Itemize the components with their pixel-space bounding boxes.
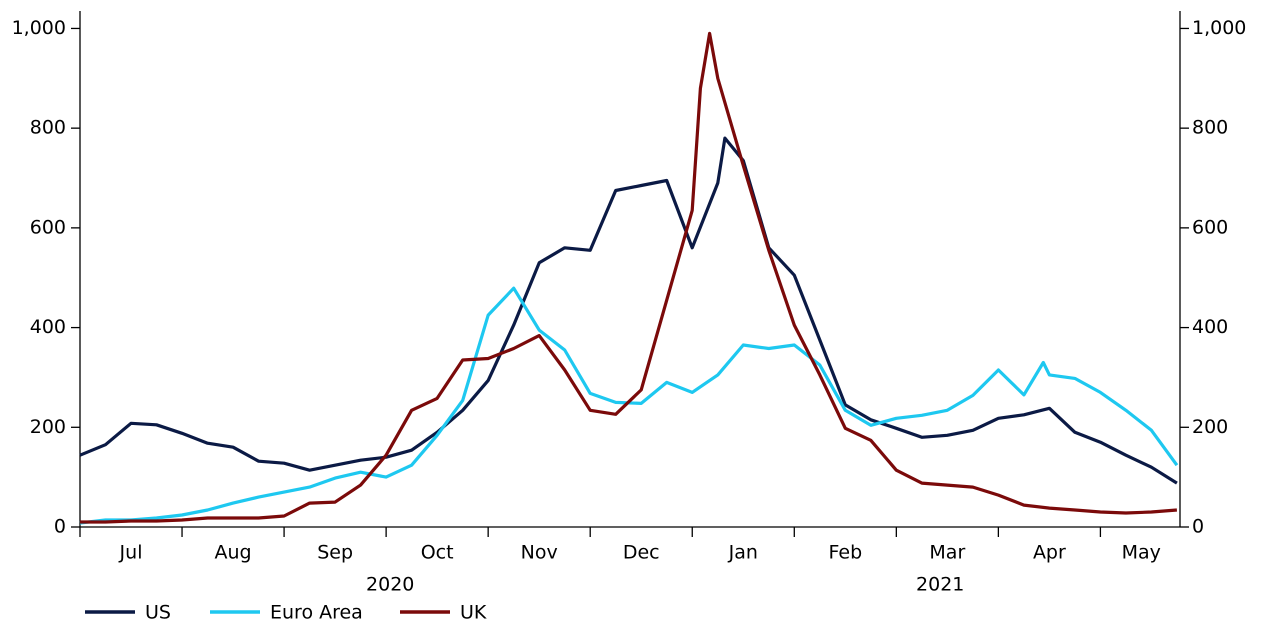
x-tick-label: Apr <box>1033 542 1066 564</box>
x-tick-label: Jan <box>728 542 758 564</box>
y-tick-label: 0 <box>54 516 66 538</box>
series-line <box>79 136 1178 485</box>
legend-label: Euro Area <box>270 602 363 624</box>
y2-tick-label: 0 <box>1192 516 1204 538</box>
year-label: 2021 <box>916 574 964 596</box>
x-tick-label: May <box>1122 542 1161 564</box>
x-tick-label: Jul <box>119 542 143 564</box>
series-line <box>79 286 1179 525</box>
y-tick-label: 800 <box>30 117 66 139</box>
x-tick-label: Dec <box>623 542 660 564</box>
x-tick-label: Aug <box>215 542 252 564</box>
y-tick-label: 400 <box>30 316 66 338</box>
series-line <box>80 31 1178 524</box>
y2-tick-label: 200 <box>1192 416 1228 438</box>
legend-label: US <box>145 602 171 624</box>
x-tick-label: Mar <box>929 542 965 564</box>
y-tick-label: 600 <box>30 216 66 238</box>
year-label: 2020 <box>366 574 414 596</box>
x-tick-label: Nov <box>521 542 558 564</box>
y2-tick-label: 400 <box>1192 316 1228 338</box>
y2-tick-label: 1,000 <box>1192 17 1246 39</box>
y2-tick-label: 800 <box>1192 117 1228 139</box>
y2-tick-label: 600 <box>1192 216 1228 238</box>
x-tick-label: Oct <box>421 542 454 564</box>
legend-label: UK <box>460 602 487 624</box>
x-tick-label: Feb <box>828 542 862 564</box>
y-tick-label: 200 <box>30 416 66 438</box>
y-tick-label: 1,000 <box>12 17 66 39</box>
x-tick-label: Sep <box>317 542 353 564</box>
